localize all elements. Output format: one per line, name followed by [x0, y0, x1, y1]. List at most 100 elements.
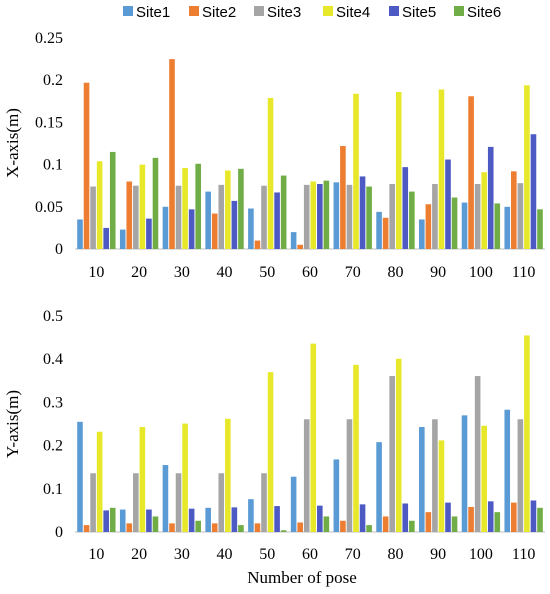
bar-site2-100 — [468, 506, 474, 532]
bar-site6-20 — [152, 157, 159, 249]
x-tick-label: 20 — [131, 264, 147, 281]
bar-site5-60 — [317, 505, 323, 532]
bar-site1-50 — [248, 499, 254, 532]
bar-site1-90 — [419, 427, 425, 532]
bar-site5-80 — [402, 167, 409, 249]
bar-site3-90 — [432, 419, 438, 532]
bar-site5-100 — [487, 501, 494, 532]
bar-site1-10 — [77, 219, 83, 249]
legend-label-site3: Site3 — [267, 4, 301, 21]
bar-site6-50 — [280, 175, 287, 249]
bar-site4-10 — [96, 431, 103, 532]
y-axis-label: X-axis(m) — [3, 108, 22, 178]
bar-site1-40 — [205, 507, 211, 532]
bar-site6-30 — [195, 163, 201, 249]
y-tick-label: 0.3 — [43, 394, 63, 411]
legend-swatch-site5 — [389, 6, 399, 16]
y-tick-label: 0.1 — [43, 481, 63, 498]
bar-site5-40 — [231, 507, 238, 532]
x-tick-label: 30 — [174, 546, 190, 563]
bar-site6-10 — [109, 151, 116, 249]
y-tick-label: 0.2 — [43, 438, 63, 455]
bar-site6-60 — [323, 516, 330, 532]
bar-site4-40 — [225, 418, 231, 532]
x-tick-label: 10 — [88, 264, 104, 281]
y-tick-label: 0 — [55, 241, 63, 258]
legend-label-site2: Site2 — [202, 4, 236, 21]
x-axis-chart: 0 0.05 0.1 0.15 0.2 0.25 X-axis(m) 10 20 30 40 50 60… — [3, 30, 545, 281]
bar-site4-100 — [481, 172, 487, 249]
bar-site6-70 — [366, 186, 372, 249]
bar-site6-20 — [152, 516, 159, 532]
x-tick-label: 60 — [302, 546, 318, 563]
legend-swatch-site4 — [323, 6, 333, 16]
bar-site3-20 — [133, 185, 139, 249]
legend: Site1 Site2 Site3 Site4 Site5 Site6 — [123, 4, 501, 21]
bar-site1-60 — [290, 232, 297, 249]
bar-site5-90 — [445, 159, 451, 249]
bar-site5-20 — [146, 509, 152, 532]
bar-site5-70 — [359, 176, 366, 249]
x-tick-label: 100 — [469, 546, 493, 563]
y-axis-chart: 0 0.1 0.2 0.3 0.4 0.5 Y-axis(m) 10 20 30 40 50 60 70 8… — [3, 308, 545, 587]
bar-site3-110 — [517, 183, 524, 249]
bar-site5-40 — [231, 200, 238, 249]
bar-site3-10 — [90, 473, 96, 532]
bar-site5-110 — [530, 500, 537, 532]
bar-site6-110 — [537, 209, 543, 249]
bar-site4-70 — [353, 364, 359, 532]
bar-site4-110 — [524, 85, 530, 249]
bar-site4-40 — [225, 170, 231, 249]
bar-site3-30 — [175, 185, 182, 249]
bar-site6-110 — [537, 507, 543, 532]
bar-site6-80 — [409, 191, 415, 249]
bar-site4-50 — [267, 372, 274, 532]
bar-site2-60 — [297, 522, 303, 532]
bar-site6-40 — [238, 168, 244, 249]
bar-site4-60 — [310, 343, 317, 532]
bar-site3-70 — [346, 184, 353, 249]
bar-site1-50 — [248, 208, 254, 249]
bar-site1-70 — [333, 459, 340, 532]
bar-site6-40 — [238, 525, 244, 532]
y-tick-label: 0.5 — [43, 308, 63, 325]
y-tick-label: 0 — [55, 524, 63, 541]
x-tick-label: 50 — [259, 546, 275, 563]
bar-site4-10 — [96, 161, 103, 249]
legend-swatch-site1 — [123, 6, 133, 16]
bar-site5-10 — [103, 510, 109, 532]
x-tick-label: 30 — [174, 264, 190, 281]
bar-site1-40 — [205, 191, 211, 249]
bar-site3-50 — [261, 473, 267, 532]
bar-site3-110 — [517, 419, 524, 532]
y-tick-label: 0.2 — [43, 72, 63, 89]
bar-site6-50 — [280, 530, 287, 532]
x-tick-label: 20 — [131, 546, 147, 563]
bar-site2-50 — [254, 523, 261, 532]
bar-site2-10 — [83, 82, 90, 249]
bar-site3-40 — [218, 473, 225, 532]
bar-site4-90 — [438, 440, 445, 532]
bar-site4-90 — [438, 89, 445, 249]
legend-label-site1: Site1 — [136, 4, 170, 21]
bar-site3-30 — [175, 473, 182, 532]
x-tick-label: 10 — [88, 546, 104, 563]
legend-swatch-site3 — [254, 6, 264, 16]
bar-site2-110 — [511, 171, 517, 249]
bar-site3-100 — [474, 184, 481, 249]
bar-site3-90 — [432, 184, 438, 249]
x-tick-label: 70 — [345, 264, 361, 281]
bar-site3-80 — [389, 184, 395, 249]
bar-site4-70 — [353, 93, 359, 249]
bar-site4-20 — [139, 164, 146, 249]
x-tick-label: 90 — [430, 546, 446, 563]
bar-site2-80 — [382, 217, 389, 249]
bar-site4-50 — [267, 97, 274, 249]
bar-site6-70 — [366, 525, 372, 532]
bar-site1-100 — [461, 202, 468, 249]
bar-site5-10 — [103, 227, 109, 249]
bar-site5-50 — [274, 506, 280, 532]
bar-site2-10 — [83, 525, 90, 532]
bar-site3-60 — [303, 184, 310, 249]
bar-site2-70 — [340, 146, 346, 249]
